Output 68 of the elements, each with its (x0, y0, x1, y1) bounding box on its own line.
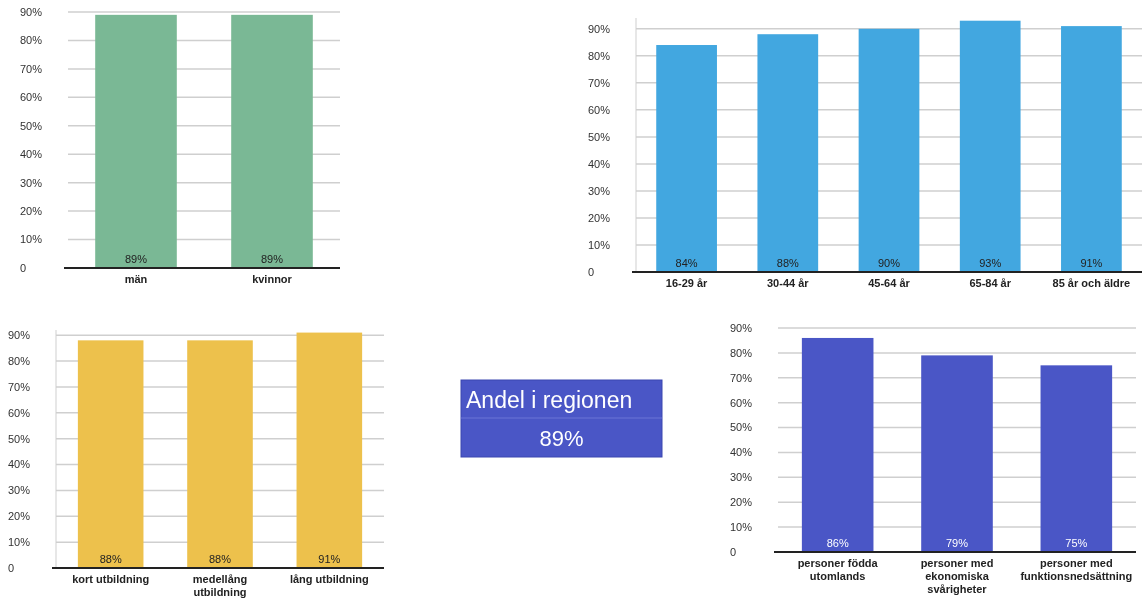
y-tick-label: 80% (730, 346, 753, 359)
x-tick-label: män (124, 273, 148, 285)
x-tick-label: personer med funktionsnedsättning (1020, 557, 1133, 582)
y-tick-label: 40% (8, 458, 31, 471)
data-label: 88% (99, 553, 122, 565)
y-tick-label: 10% (588, 238, 611, 251)
y-tick-label: 50% (8, 432, 31, 445)
y-tick-label: 30% (8, 484, 31, 497)
data-label: 84% (675, 257, 698, 269)
y-tick-label: 90% (588, 22, 611, 35)
y-tick-label: 60% (730, 396, 753, 409)
y-tick-label: 60% (20, 91, 43, 104)
data-label: 91% (1080, 257, 1103, 269)
x-tick-label: personer med ekonomiska svårigheter (920, 557, 994, 595)
y-tick-label: 60% (8, 406, 31, 419)
y-tick-label: 60% (588, 103, 611, 116)
y-tick-label: 40% (588, 157, 611, 170)
y-tick-label: 0 (730, 545, 737, 558)
x-tick-label: 65-84 år (969, 277, 1012, 289)
y-tick-label: 70% (20, 62, 43, 75)
x-tick-label: medellång utbildning (192, 573, 248, 598)
y-tick-label: 10% (8, 535, 31, 548)
data-label: 91% (318, 553, 341, 565)
y-tick-label: 90% (730, 321, 753, 334)
data-label: 79% (945, 537, 969, 549)
y-tick-label: 20% (20, 204, 43, 217)
x-tick-label: lång utbildning (289, 573, 369, 585)
data-label: 88% (776, 257, 800, 269)
y-tick-label: 90% (8, 329, 31, 342)
y-tick-label: 80% (588, 49, 611, 62)
y-tick-label: 10% (730, 520, 753, 533)
data-label: 89% (124, 253, 148, 265)
data-label: 75% (1065, 537, 1088, 549)
y-tick-label: 90% (20, 5, 43, 18)
y-tick-label: 50% (730, 421, 753, 434)
x-tick-label: 16-29 år (665, 277, 709, 289)
x-tick-label: kvinnor (252, 273, 293, 285)
y-tick-label: 30% (20, 176, 43, 189)
y-tick-label: 0 (588, 265, 595, 278)
y-tick-label: 80% (8, 354, 31, 367)
y-tick-label: 70% (8, 380, 31, 393)
y-tick-label: 40% (20, 148, 43, 161)
data-label: 93% (979, 257, 1002, 269)
y-tick-label: 50% (588, 130, 611, 143)
y-tick-label: 30% (730, 471, 753, 484)
y-tick-label: 10% (20, 233, 43, 246)
text: 89% (539, 426, 584, 451)
data-label: 88% (208, 553, 232, 565)
y-tick-label: 40% (730, 446, 753, 459)
y-tick-label: 0 (20, 261, 27, 274)
y-tick-label: 30% (588, 184, 611, 197)
y-tick-label: 20% (588, 211, 611, 224)
x-tick-label: kort utbildning (72, 573, 150, 585)
data-label: 86% (826, 537, 849, 549)
y-tick-label: 70% (730, 371, 753, 384)
y-tick-label: 20% (8, 510, 31, 523)
text: Andel i regionen (466, 387, 633, 413)
y-tick-label: 50% (20, 119, 43, 132)
x-tick-label: 30-44 år (767, 277, 810, 289)
data-label: 90% (877, 257, 901, 269)
y-tick-label: 70% (588, 76, 611, 89)
y-tick-label: 20% (730, 496, 753, 509)
x-tick-label: personer födda utomlands (797, 557, 879, 582)
y-tick-label: 80% (20, 34, 43, 47)
y-tick-label: 0 (8, 561, 15, 574)
x-tick-label: 45-64 år (868, 277, 911, 289)
x-tick-label: 85 år och äldre (1052, 277, 1131, 289)
data-label: 89% (260, 253, 284, 265)
